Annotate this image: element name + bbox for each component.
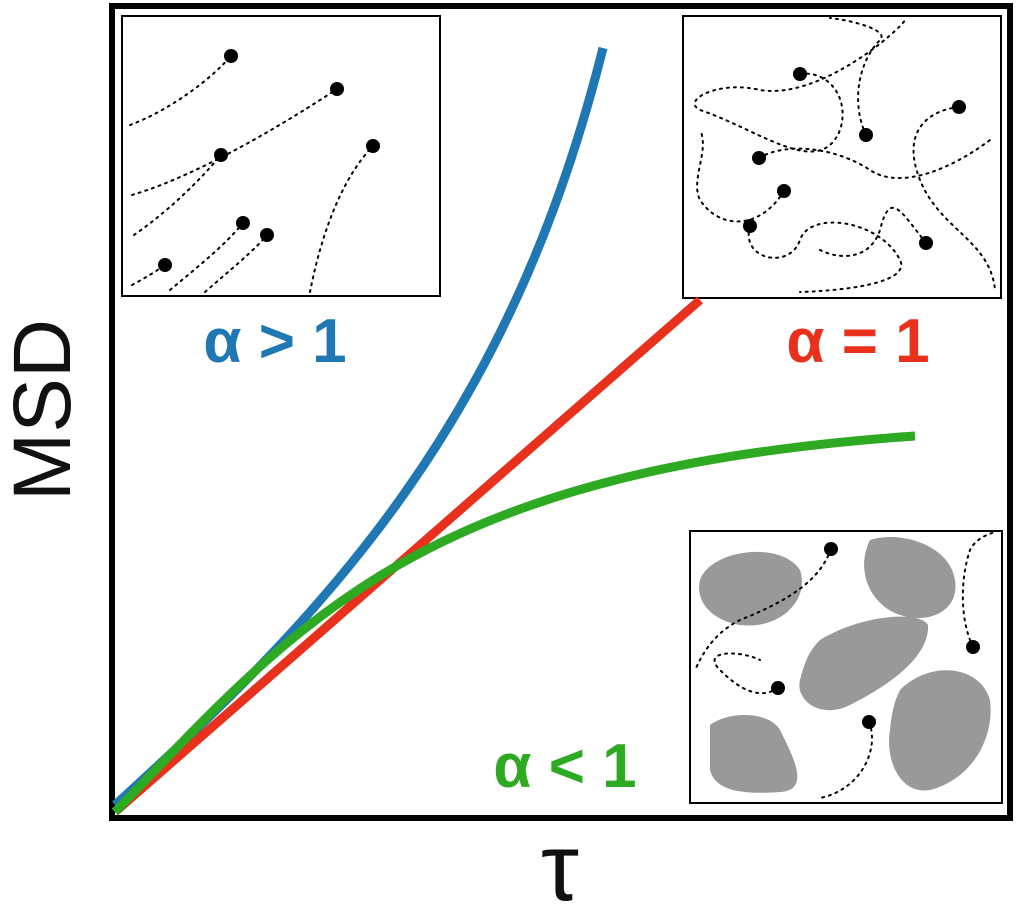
inset-superdiffusive — [121, 15, 441, 297]
curve-subdiffusive — [111, 431, 916, 816]
y-axis-label: MSD — [0, 319, 88, 501]
curve-label: α < 1 — [493, 732, 636, 801]
inset-normal-diffusion — [682, 15, 1002, 299]
inset-subdiffusive — [689, 530, 1003, 804]
curve-label: α > 1 — [203, 307, 346, 376]
curve-label: α = 1 — [786, 307, 929, 376]
x-axis-label: τ — [541, 814, 579, 917]
